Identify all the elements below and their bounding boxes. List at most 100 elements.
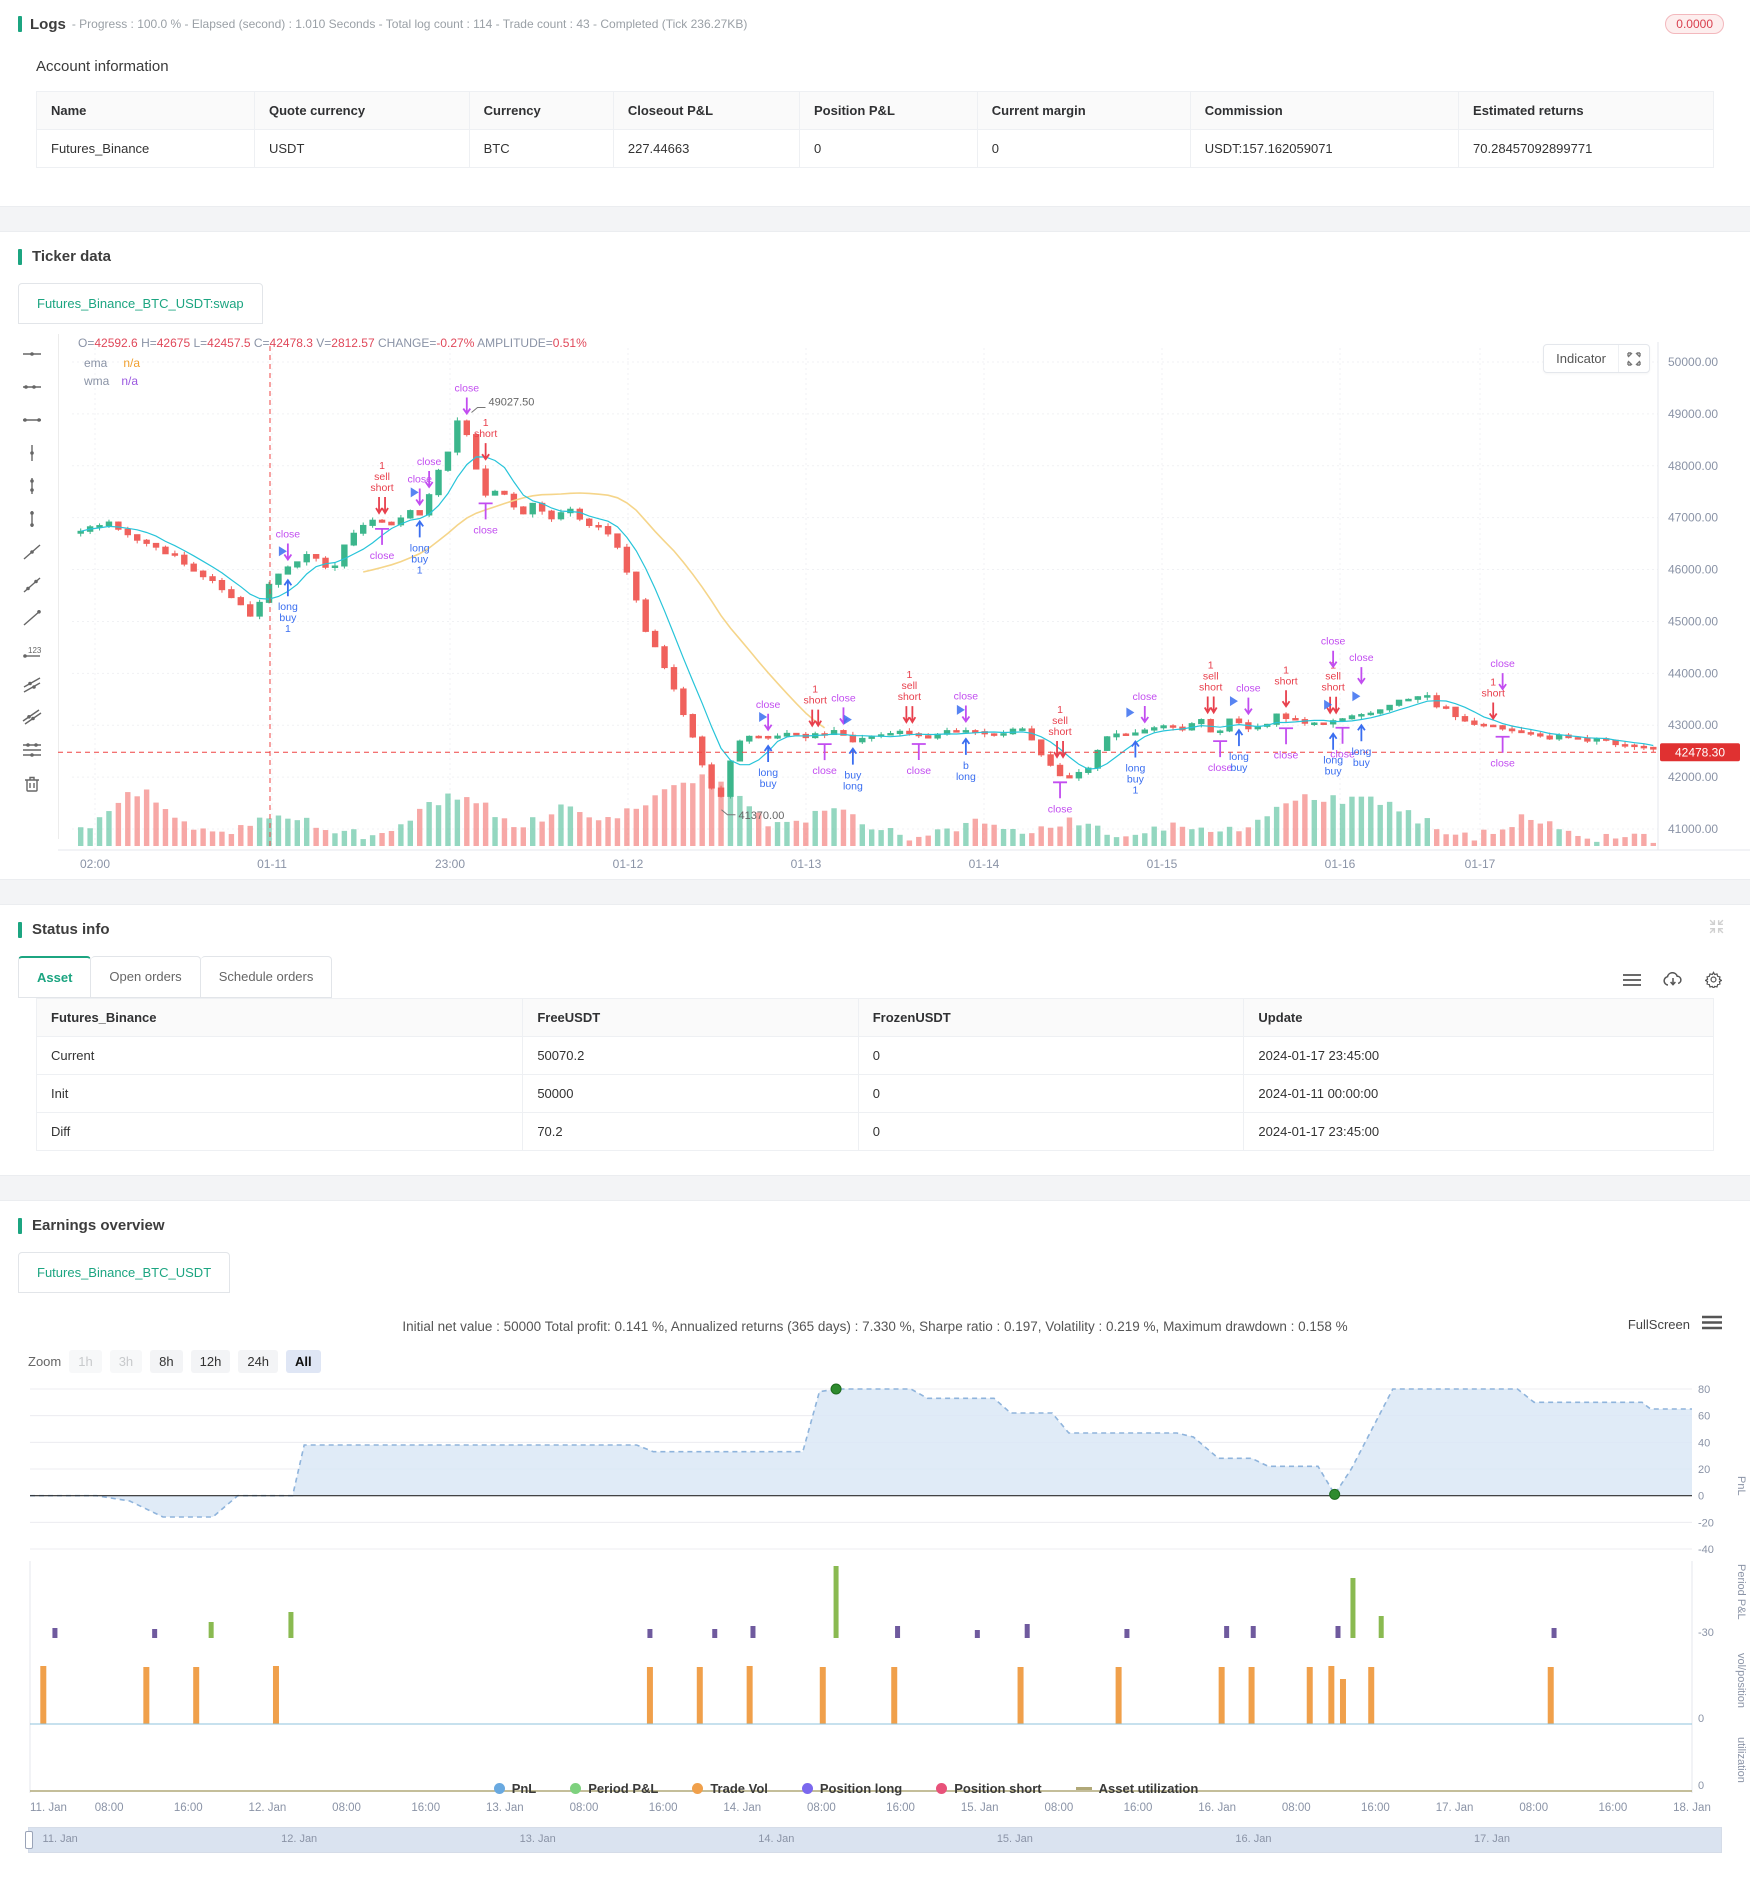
account-table-row: Futures_Binance USDT BTC 227.44663 0 0 USDT:15… xyxy=(36,129,1714,168)
trade-marker-close[interactable]: close xyxy=(1321,636,1346,669)
status-tab-schedule-orders[interactable]: Schedule orders xyxy=(200,956,333,998)
trade-marker-close[interactable]: close xyxy=(831,692,856,725)
cloud-download-icon[interactable] xyxy=(1663,971,1683,988)
tool-vertical-line-icon[interactable] xyxy=(19,507,45,531)
legend-item-asset-utilization[interactable]: Asset utilization xyxy=(1075,1781,1199,1796)
ohlc-key: V= xyxy=(316,336,332,350)
svg-text:short: short xyxy=(1199,682,1222,694)
svg-text:close: close xyxy=(1208,762,1233,774)
trade-marker-close[interactable]: close xyxy=(276,529,301,562)
trade-marker-close[interactable]: close xyxy=(473,502,498,536)
trade-marker-close[interactable]: close xyxy=(1490,735,1515,770)
legend-item-position-short[interactable]: Position short xyxy=(936,1781,1042,1796)
ticker-tab[interactable]: Futures_Binance_BTC_USDT:swap xyxy=(18,283,263,324)
tool-price-label-icon[interactable]: 123 xyxy=(19,639,45,663)
candlestick-chart[interactable]: 123 O=42592.6 H=42675 L=42457.5 C=42478.… xyxy=(0,334,1750,879)
zoom-button-all[interactable]: All xyxy=(286,1350,321,1373)
svg-text:43000.00: 43000.00 xyxy=(1668,718,1718,732)
trade-marker-close[interactable]: close xyxy=(1048,781,1073,815)
trade-marker-close[interactable]: close xyxy=(417,456,442,489)
trade-marker-close[interactable]: close xyxy=(907,743,932,777)
table-menu-icon[interactable] xyxy=(1623,973,1641,987)
chart-fullscreen-icon[interactable] xyxy=(1619,346,1649,372)
zoom-button-12h[interactable]: 12h xyxy=(190,1350,231,1373)
zoom-button-24h[interactable]: 24h xyxy=(238,1350,279,1373)
status-tab-open-orders[interactable]: Open orders xyxy=(91,956,201,998)
zoom-button-8h[interactable]: 8h xyxy=(150,1350,183,1373)
earnings-fullscreen-button[interactable]: FullScreen xyxy=(1627,1316,1690,1332)
earnings-tab[interactable]: Futures_Binance_BTC_USDT xyxy=(18,1252,231,1293)
legend-item-trade-vol[interactable]: Trade Vol xyxy=(692,1781,768,1796)
earnings-chart[interactable]: 80 60 40 20 0 -20 -40 PnL -30 Period P&L 0 vol/posi… xyxy=(0,1381,1750,1817)
indicator-button[interactable]: Indicator xyxy=(1544,345,1619,372)
tool-price-channel-icon[interactable] xyxy=(19,738,45,762)
tool-vertical-ray-icon[interactable] xyxy=(19,474,45,498)
tool-horizontal-line-icon[interactable] xyxy=(19,408,45,432)
kline-canvas[interactable]: 50000.00 49000.00 48000.00 47000.00 46000.00… xyxy=(0,334,1750,879)
legend-item-period-p-l[interactable]: Period P&L xyxy=(570,1781,658,1796)
tool-trend-segment-icon[interactable] xyxy=(19,540,45,564)
svg-text:short: short xyxy=(1048,726,1071,738)
logs-counter-badge[interactable]: 0.0000 xyxy=(1665,14,1724,34)
legend-item-position-long[interactable]: Position long xyxy=(801,1781,902,1796)
trade-marker-close[interactable]: close xyxy=(370,527,395,562)
tool-parallel-line-icon[interactable] xyxy=(19,705,45,729)
account-col-header: Quote currency xyxy=(254,91,470,130)
trade-marker-close[interactable]: close xyxy=(1330,726,1355,761)
svg-text:46000.00: 46000.00 xyxy=(1668,563,1718,577)
zoom-button-1h[interactable]: 1h xyxy=(69,1350,102,1373)
svg-text:1: 1 xyxy=(1283,664,1289,676)
tool-vertical-segment-icon[interactable] xyxy=(19,441,45,465)
status-tab-asset[interactable]: Asset xyxy=(18,956,92,998)
trade-marker-close[interactable]: close xyxy=(1208,740,1233,774)
svg-text:40: 40 xyxy=(1698,1437,1710,1449)
trade-marker-close[interactable]: close xyxy=(756,699,781,732)
account-cell: BTC xyxy=(468,129,614,168)
chart-range-navigator[interactable]: 11. Jan 12. Jan 13. Jan 14. Jan 15. Jan 16. J… xyxy=(25,1827,1722,1853)
tool-horizontal-segment-icon[interactable] xyxy=(19,342,45,366)
trade-marker-close[interactable]: close xyxy=(1133,691,1158,724)
tool-trend-ray-icon[interactable] xyxy=(19,573,45,597)
tool-horizontal-ray-icon[interactable] xyxy=(19,375,45,399)
legend-label: Asset utilization xyxy=(1098,1781,1199,1796)
trade-marker-close[interactable]: close xyxy=(812,743,837,777)
trade-marker-close[interactable]: close xyxy=(1349,652,1374,685)
logs-bar: Logs - Progress : 100.0 % - Elapsed (sec… xyxy=(0,0,1750,40)
tool-parallel-segment-icon[interactable] xyxy=(19,672,45,696)
settings-gear-icon[interactable] xyxy=(1705,971,1722,988)
trade-marker-close[interactable]: close xyxy=(1274,727,1299,761)
trade-marker-close[interactable]: close xyxy=(1490,658,1515,691)
trade-marker-close[interactable]: close xyxy=(455,383,480,416)
trade-marker-close[interactable]: close xyxy=(1236,683,1261,716)
svg-text:short: short xyxy=(1321,682,1344,694)
section-separator xyxy=(0,1175,1750,1201)
zoom-button-3h[interactable]: 3h xyxy=(109,1350,143,1373)
tool-delete-icon[interactable] xyxy=(19,771,45,795)
navigator-left-handle[interactable] xyxy=(25,1831,33,1849)
status-cell: 70.2 xyxy=(522,1112,859,1151)
tool-trend-line-icon[interactable] xyxy=(19,606,45,630)
status-collapse-icon[interactable] xyxy=(1709,919,1724,939)
trade-marker-close[interactable]: close xyxy=(954,690,979,724)
legend-item-pnl[interactable]: PnL xyxy=(493,1781,536,1796)
legend-label: Trade Vol xyxy=(710,1781,768,1796)
earnings-menu-icon[interactable] xyxy=(1702,1315,1722,1333)
earnings-canvas[interactable]: 80 60 40 20 0 -20 -40 PnL -30 Period P&L 0 vol/posi… xyxy=(0,1381,1750,1817)
